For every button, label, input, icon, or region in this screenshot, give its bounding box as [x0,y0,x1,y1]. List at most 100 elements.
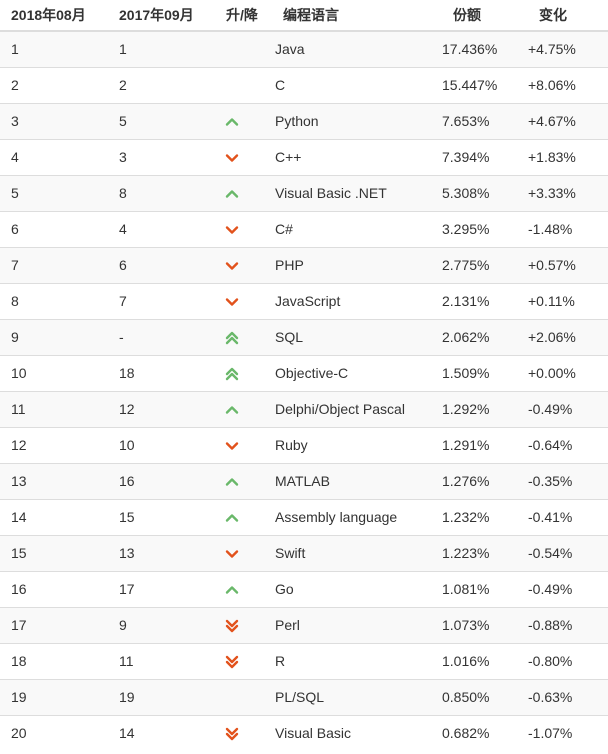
rank-current-cell: 20 [0,714,108,751]
table-row: 16 17 Go 1.081% -0.49% [0,570,608,607]
rank-previous-cell: 16 [108,462,216,499]
rank-current-cell: 19 [0,678,108,715]
language-cell: Python [272,102,442,139]
table-body: 1 1 Java 17.436% +4.75% 2 2 C 15.447% +8… [0,30,608,751]
rank-previous-cell: 12 [108,390,216,427]
table-row: 13 16 MATLAB 1.276% -0.35% [0,462,608,499]
language-cell: Objective-C [272,354,442,391]
share-cell: 5.308% [442,174,528,211]
rank-current-cell: 7 [0,246,108,283]
share-cell: 2.062% [442,318,528,355]
language-cell: Java [272,30,442,67]
delta-cell: +2.06% [528,318,608,355]
chevron-down-icon [224,259,240,273]
header-language: 编程语言 [272,0,442,32]
rank-previous-cell: 7 [108,282,216,319]
language-cell: Visual Basic [272,714,442,751]
rank-current-cell: 4 [0,138,108,175]
share-cell: 0.850% [442,678,528,715]
delta-cell: -0.49% [528,570,608,607]
header-rank-current: 2018年08月 [0,0,108,32]
chevron-up-icon [224,511,240,525]
rank-current-cell: 5 [0,174,108,211]
delta-cell: -0.41% [528,498,608,535]
table-row: 14 15 Assembly language 1.232% -0.41% [0,498,608,535]
change-cell [216,462,272,499]
language-cell: SQL [272,318,442,355]
rank-current-cell: 14 [0,498,108,535]
rank-previous-cell: 13 [108,534,216,571]
language-cell: PL/SQL [272,678,442,715]
table-row: 5 8 Visual Basic .NET 5.308% +3.33% [0,174,608,211]
share-cell: 1.291% [442,426,528,463]
rank-previous-cell: 6 [108,246,216,283]
table-row: 6 4 C# 3.295% -1.48% [0,210,608,247]
delta-cell: +4.75% [528,30,608,67]
share-cell: 3.295% [442,210,528,247]
change-cell [216,30,272,67]
table-row: 1 1 Java 17.436% +4.75% [0,30,608,67]
change-cell [216,642,272,679]
chevron-up-icon [224,115,240,129]
change-cell [216,498,272,535]
rank-current-cell: 13 [0,462,108,499]
change-cell [216,390,272,427]
table-row: 19 19 PL/SQL 0.850% -0.63% [0,678,608,715]
share-cell: 1.073% [442,606,528,643]
chevron-down-icon [224,295,240,309]
change-cell [216,318,272,355]
rank-previous-cell: 18 [108,354,216,391]
table-row: 11 12 Delphi/Object Pascal 1.292% -0.49% [0,390,608,427]
share-cell: 2.131% [442,282,528,319]
rank-previous-cell: 8 [108,174,216,211]
language-cell: Ruby [272,426,442,463]
change-cell [216,534,272,571]
chevron-down-icon [224,151,240,165]
rank-previous-cell: 1 [108,30,216,67]
change-cell [216,174,272,211]
double-chevron-down-icon [224,655,240,669]
rank-current-cell: 6 [0,210,108,247]
change-cell [216,66,272,103]
share-cell: 1.276% [442,462,528,499]
header-row: 2018年08月 2017年09月 升/降 编程语言 份额 变化 [0,0,608,32]
table-row: 10 18 Objective-C 1.509% +0.00% [0,354,608,391]
delta-cell: +0.11% [528,282,608,319]
rank-previous-cell: 14 [108,714,216,751]
rank-current-cell: 3 [0,102,108,139]
language-cell: Go [272,570,442,607]
rank-current-cell: 17 [0,606,108,643]
table-row: 7 6 PHP 2.775% +0.57% [0,246,608,283]
header-share: 份额 [442,0,528,32]
language-cell: PHP [272,246,442,283]
table-row: 15 13 Swift 1.223% -0.54% [0,534,608,571]
table-row: 12 10 Ruby 1.291% -0.64% [0,426,608,463]
rank-previous-cell: 11 [108,642,216,679]
language-cell: Assembly language [272,498,442,535]
language-cell: C++ [272,138,442,175]
change-cell [216,282,272,319]
delta-cell: -1.07% [528,714,608,751]
share-cell: 1.223% [442,534,528,571]
change-cell [216,606,272,643]
rank-current-cell: 16 [0,570,108,607]
share-cell: 1.292% [442,390,528,427]
rank-current-cell: 9 [0,318,108,355]
chevron-up-icon [224,583,240,597]
language-cell: JavaScript [272,282,442,319]
chevron-up-icon [224,403,240,417]
rank-previous-cell: 5 [108,102,216,139]
rank-current-cell: 10 [0,354,108,391]
double-chevron-up-icon [224,331,240,345]
delta-cell: -0.88% [528,606,608,643]
language-cell: Visual Basic .NET [272,174,442,211]
language-cell: Swift [272,534,442,571]
delta-cell: -1.48% [528,210,608,247]
rank-previous-cell: - [108,318,216,355]
rank-previous-cell: 2 [108,66,216,103]
delta-cell: -0.35% [528,462,608,499]
rank-previous-cell: 15 [108,498,216,535]
change-cell [216,246,272,283]
chevron-down-icon [224,439,240,453]
